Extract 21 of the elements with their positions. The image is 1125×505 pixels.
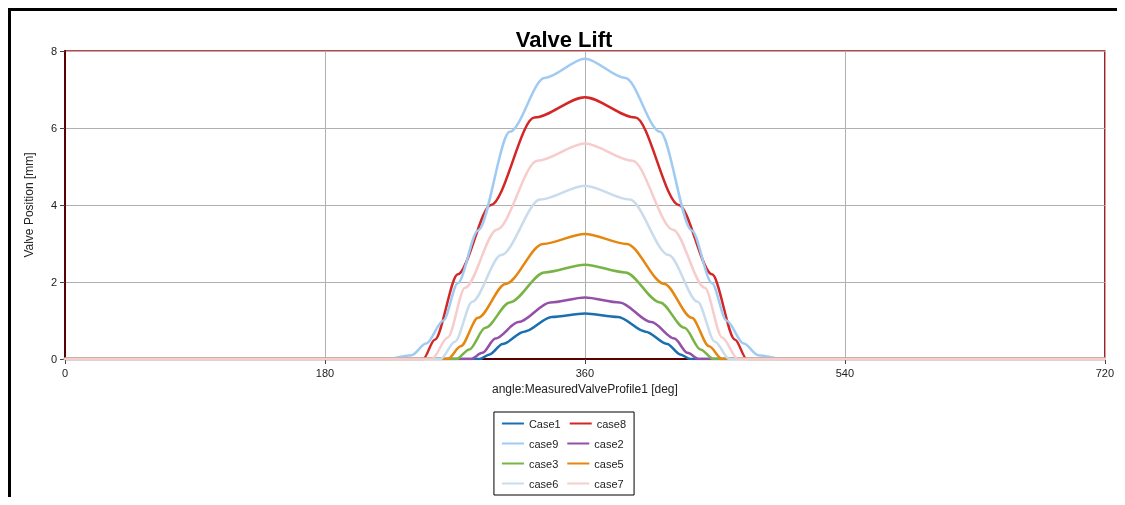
x-axis-title: angle:MeasuredValveProfile1 [deg] bbox=[491, 381, 678, 396]
legend-label: case5 bbox=[594, 457, 624, 470]
x-tick-label: 360 bbox=[575, 366, 595, 379]
y-axis-title: Valve Position [mm] bbox=[22, 152, 36, 258]
legend-label: case7 bbox=[594, 477, 624, 490]
legend-label: case9 bbox=[528, 437, 559, 450]
y-tick-label: 8 bbox=[50, 45, 57, 57]
legend-label: case8 bbox=[596, 417, 627, 430]
y-tick-label: 2 bbox=[50, 276, 57, 288]
legend-label: case6 bbox=[528, 477, 559, 490]
legend-label: case3 bbox=[528, 457, 559, 470]
x-tick-label: 540 bbox=[835, 366, 855, 379]
y-tick-label: 4 bbox=[50, 199, 57, 211]
chart-title: Valve Lift bbox=[515, 26, 613, 52]
y-tick-label: 0 bbox=[50, 353, 57, 365]
legend-label: case2 bbox=[594, 437, 624, 450]
x-tick-label: 180 bbox=[315, 366, 335, 379]
y-tick-label: 6 bbox=[50, 122, 57, 134]
x-tick-label: 0 bbox=[61, 366, 69, 379]
x-tick-label: 720 bbox=[1095, 366, 1114, 379]
legend-label: Case1 bbox=[528, 417, 561, 430]
